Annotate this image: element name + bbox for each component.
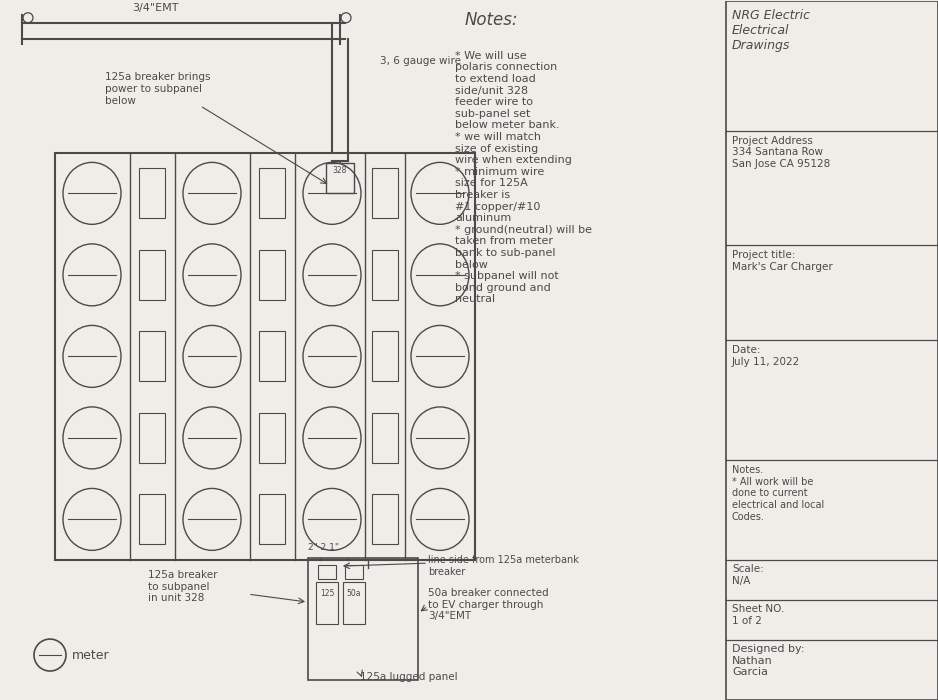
Text: 125a lugged panel: 125a lugged panel (360, 672, 458, 682)
Bar (139, 413, 165, 463)
Text: Date:
July 11, 2022: Date: July 11, 2022 (732, 345, 800, 367)
Text: 125: 125 (320, 589, 334, 598)
Text: Notes.
* All work will be
done to current
electrical and local
Codes.: Notes. * All work will be done to curren… (732, 466, 825, 522)
Bar (372, 494, 398, 545)
Text: 328: 328 (333, 166, 347, 175)
Text: Notes:: Notes: (465, 10, 519, 29)
Text: Project title:
Mark's Car Charger: Project title: Mark's Car Charger (732, 251, 833, 272)
Text: 125a breaker
to subpanel
in unit 328: 125a breaker to subpanel in unit 328 (148, 570, 218, 603)
Bar (259, 169, 285, 218)
Text: 2" 2 1": 2" 2 1" (308, 543, 339, 552)
Bar (259, 494, 285, 545)
Bar (318, 565, 336, 579)
Bar (372, 413, 398, 463)
Bar (139, 494, 165, 545)
Text: 3, 6 gauge wire: 3, 6 gauge wire (380, 56, 461, 66)
Text: NRG Electric
Electrical
Drawings: NRG Electric Electrical Drawings (732, 9, 810, 52)
Bar (139, 250, 165, 300)
Text: 3/4"EMT: 3/4"EMT (131, 3, 178, 13)
Text: Scale:
N/A: Scale: N/A (732, 564, 764, 586)
Text: Sheet NO.
1 of 2: Sheet NO. 1 of 2 (732, 604, 784, 626)
Text: 50a: 50a (347, 589, 361, 598)
Text: 50a breaker connected
to EV charger through
3/4"EMT: 50a breaker connected to EV charger thro… (428, 588, 549, 622)
Bar (345, 565, 363, 579)
Text: * We will use
polaris connection
to extend load
side/unit 328
feeder wire to
sub: * We will use polaris connection to exte… (455, 50, 592, 304)
Text: Designed by:
Nathan
Garcia: Designed by: Nathan Garcia (732, 644, 805, 678)
Bar (726, 1, 938, 700)
Bar (372, 331, 398, 382)
Bar (139, 331, 165, 382)
Bar (308, 558, 418, 680)
Bar (55, 153, 475, 560)
Bar (139, 169, 165, 218)
Bar (316, 582, 338, 624)
Bar (372, 169, 398, 218)
Bar (259, 250, 285, 300)
Bar (343, 582, 365, 624)
Bar (259, 331, 285, 382)
Text: line side from 125a meterbank
breaker: line side from 125a meterbank breaker (428, 555, 579, 577)
Bar (326, 162, 354, 192)
Text: 125a breaker brings
power to subpanel
below: 125a breaker brings power to subpanel be… (105, 72, 210, 106)
Text: Project Address
334 Santana Row
San Jose CA 95128: Project Address 334 Santana Row San Jose… (732, 136, 830, 169)
Bar (259, 413, 285, 463)
Text: meter: meter (72, 648, 110, 662)
Bar (372, 250, 398, 300)
